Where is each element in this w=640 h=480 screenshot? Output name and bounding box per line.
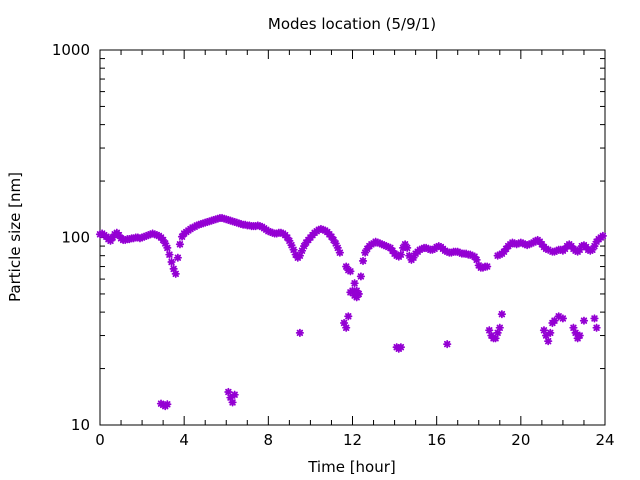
x-tick-label: 16 <box>427 431 446 449</box>
data-point <box>544 337 553 346</box>
data-point <box>342 323 351 332</box>
data-point <box>171 269 180 278</box>
data-point <box>173 253 182 262</box>
data-point <box>495 323 504 332</box>
data-point <box>396 343 405 352</box>
x-tick-label: 0 <box>95 431 105 449</box>
x-axis-title: Time [hour] <box>307 458 396 476</box>
data-point <box>558 314 568 323</box>
x-tick-label: 4 <box>179 431 189 449</box>
data-points <box>95 213 607 411</box>
data-point <box>228 398 237 407</box>
y-axis-title: Particle size [nm] <box>6 172 24 302</box>
data-point <box>163 400 172 409</box>
data-point <box>569 323 578 332</box>
data-point <box>483 262 492 271</box>
data-point <box>403 243 412 253</box>
data-point <box>497 310 506 319</box>
axis-ticks <box>99 49 606 426</box>
x-tick-label: 8 <box>264 431 274 449</box>
axis-tick-labels: 0 4 8 12 16 20 24 10 100 1000 <box>52 41 615 449</box>
data-point <box>175 240 185 249</box>
data-point <box>224 387 233 397</box>
data-point <box>579 316 589 325</box>
y-tick-label: 100 <box>61 229 90 247</box>
data-point <box>346 267 355 276</box>
data-point <box>165 250 174 259</box>
data-point <box>163 243 172 253</box>
data-point <box>598 231 607 240</box>
data-point <box>356 272 366 281</box>
y-tick-label: 10 <box>71 416 90 434</box>
data-point <box>167 257 176 267</box>
x-tick-label: 20 <box>511 431 530 449</box>
data-point <box>575 331 584 340</box>
data-point <box>335 248 344 257</box>
data-point <box>396 250 405 259</box>
data-point <box>592 323 601 332</box>
data-point <box>230 390 239 399</box>
data-point <box>546 328 555 337</box>
data-point <box>295 328 304 337</box>
data-point <box>352 293 361 302</box>
data-point <box>358 256 368 266</box>
data-point <box>472 255 481 264</box>
chart-title: Modes location (5/9/1) <box>268 15 436 33</box>
y-tick-label: 1000 <box>52 41 90 59</box>
data-point <box>443 340 452 349</box>
x-tick-label: 12 <box>343 431 362 449</box>
data-point <box>350 279 359 288</box>
plot-area-frame <box>99 49 606 426</box>
x-tick-label: 24 <box>595 431 614 449</box>
data-point <box>344 312 353 321</box>
data-point <box>590 314 599 323</box>
